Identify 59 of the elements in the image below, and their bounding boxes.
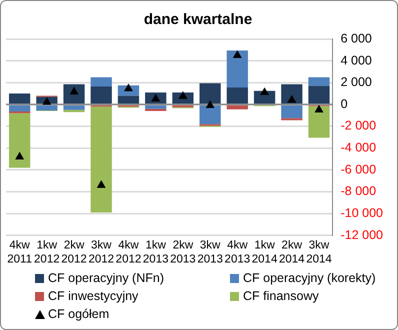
point: [260, 87, 269, 95]
bar: [226, 105, 248, 110]
bar: [90, 77, 112, 86]
legend-label: CF operacyjny (NFn): [48, 271, 164, 285]
bar: [63, 84, 85, 104]
bar: [63, 110, 85, 112]
bar: [8, 105, 30, 112]
y-tick-label: -12 000: [340, 228, 384, 242]
y-tick-label: 6 000: [340, 31, 372, 46]
point: [314, 104, 324, 112]
bar: [200, 83, 221, 104]
bar: [308, 77, 330, 86]
x-tick-label: 3kw 2012: [88, 239, 114, 266]
bar: [36, 105, 58, 110]
x-tick-label: 4kw 2013: [224, 239, 250, 266]
legend-label: CF operacyjny (korekty): [243, 271, 376, 285]
bar: [226, 88, 248, 104]
bar: [281, 84, 302, 104]
legend-label: CF finansowy: [243, 289, 319, 303]
x-tick-label: 4kw 2012: [116, 239, 142, 266]
y-tick-label: 0: [340, 96, 348, 111]
bar: [200, 105, 221, 124]
y-tick-label: -8 000: [340, 184, 376, 198]
x-tick-label: 4kw 2011: [7, 239, 32, 266]
bar: [63, 105, 85, 110]
bar: [308, 86, 330, 104]
bar: [8, 94, 30, 104]
x-tick-label: 1kw 2014: [252, 239, 278, 266]
bar: [118, 96, 140, 104]
point: [15, 152, 24, 160]
y-tick-label: -2 000: [340, 118, 376, 133]
y-tick-label: 4 000: [340, 53, 372, 68]
x-tick-label: 3kw 2013: [197, 239, 223, 266]
bar: [90, 86, 112, 104]
x-tick-label: 3kw 2014: [306, 239, 332, 266]
bar: [8, 113, 30, 168]
bar: [226, 50, 248, 88]
point: [96, 180, 106, 188]
point: [206, 100, 214, 108]
point: [42, 97, 52, 105]
x-tick-label: 2kw 2013: [170, 239, 196, 266]
bar: [145, 108, 166, 112]
x-tick-label: 1kw 2012: [34, 239, 60, 266]
y-tick-label: -6 000: [340, 162, 376, 176]
x-tick-label: 1kw 2013: [142, 239, 168, 266]
y-tick-label: -4 000: [340, 140, 376, 155]
legend-label: CF inwestycyjny: [48, 289, 138, 303]
x-tick-label: 2kw 2012: [61, 239, 87, 266]
chart-title: dane kwartalne: [144, 11, 252, 28]
y-tick-label: 2 000: [340, 75, 372, 90]
y-tick-label: -10 000: [340, 206, 384, 220]
bar: [90, 106, 112, 212]
bar: [308, 106, 330, 138]
legend-label: CF ogółem: [48, 307, 110, 321]
bar: [145, 105, 166, 109]
point: [287, 95, 296, 103]
point: [233, 50, 242, 58]
x-tick-label: 2kw 2014: [278, 239, 306, 266]
bar: [281, 105, 302, 118]
